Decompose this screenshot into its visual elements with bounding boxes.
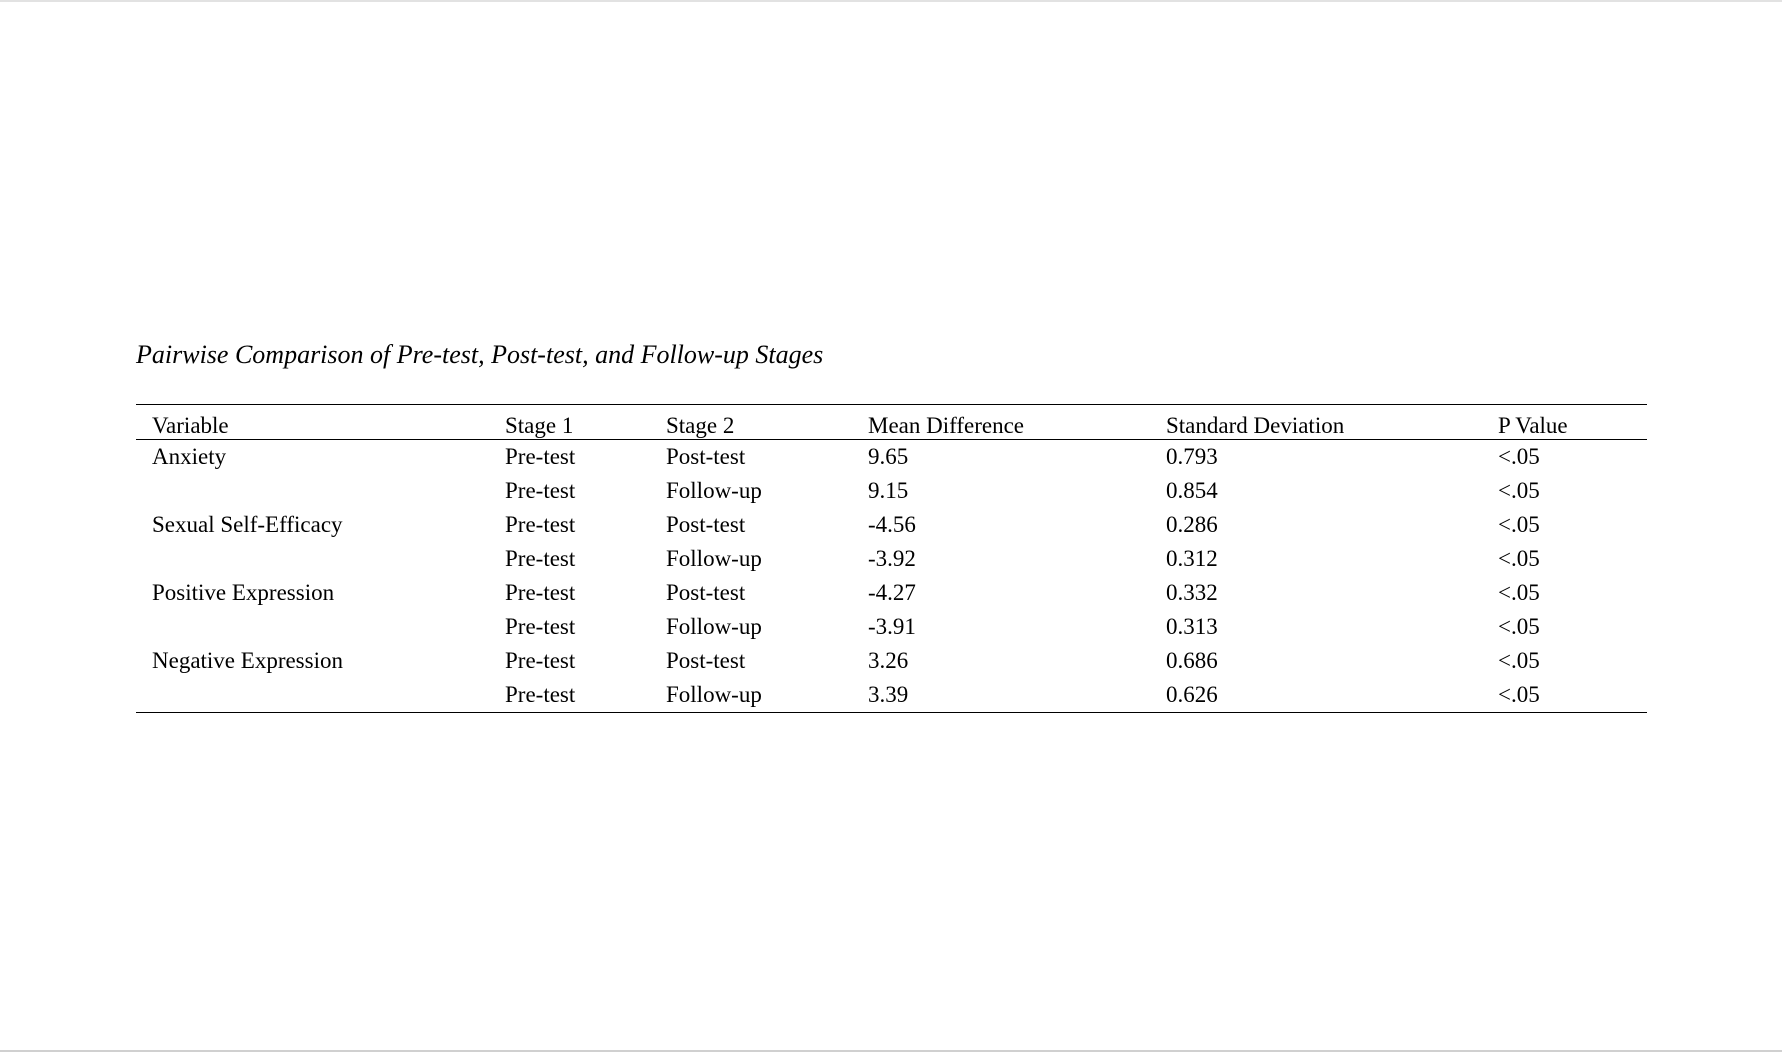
cell-mean-difference: 9.15	[868, 478, 909, 503]
cell-stage-2: Follow-up	[666, 546, 762, 571]
cell-p-value: <.05	[1498, 614, 1540, 639]
cell-stage-1: Pre-test	[505, 648, 576, 673]
cell-p-value: <.05	[1498, 444, 1540, 469]
table-row: Negative Expression Pre-test Post-test 3.26…	[136, 644, 1647, 678]
cell-p-value: <.05	[1498, 580, 1540, 605]
cell-stage-2: Follow-up	[666, 614, 762, 639]
cell-p-value: <.05	[1498, 546, 1540, 571]
cell-standard-deviation: 0.686	[1166, 648, 1218, 673]
cell-p-value: <.05	[1498, 648, 1540, 673]
cell-variable: Sexual Self-Efficacy	[152, 512, 343, 537]
cell-standard-deviation: 0.626	[1166, 682, 1218, 707]
cell-standard-deviation: 0.793	[1166, 444, 1218, 469]
header-row: Variable Stage 1 Stage 2 Mean Difference…	[136, 404, 1647, 440]
cell-stage-1: Pre-test	[505, 580, 576, 605]
table-row: Pre-test Follow-up 3.39 0.626 <.05	[136, 678, 1647, 713]
cell-mean-difference: 9.65	[868, 444, 909, 469]
cell-variable: Negative Expression	[152, 648, 343, 673]
cell-stage-2: Post-test	[666, 580, 746, 605]
cell-p-value: <.05	[1498, 478, 1540, 503]
table-row: Pre-test Follow-up -3.91 0.313 <.05	[136, 610, 1647, 644]
table-row: Positive Expression Pre-test Post-test -4.2…	[136, 576, 1647, 610]
cell-stage-2: Post-test	[666, 444, 746, 469]
cell-variable	[136, 610, 505, 644]
cell-standard-deviation: 0.854	[1166, 478, 1218, 503]
pairwise-comparison-table: Variable Stage 1 Stage 2 Mean Difference…	[136, 404, 1647, 713]
cell-stage-2: Post-test	[666, 512, 746, 537]
cell-stage-1: Pre-test	[505, 478, 576, 503]
cell-variable: Positive Expression	[152, 580, 335, 605]
cell-standard-deviation: 0.312	[1166, 546, 1218, 571]
cell-mean-difference: 3.26	[868, 648, 909, 673]
table-row: Anxiety Pre-test Post-test 9.65 0.793 <.05	[136, 440, 1647, 475]
header-stage-2: Stage 2	[666, 413, 735, 438]
cell-p-value: <.05	[1498, 682, 1540, 707]
cell-p-value: <.05	[1498, 512, 1540, 537]
cell-mean-difference: -3.92	[868, 546, 916, 571]
cell-variable	[136, 542, 505, 576]
cell-variable	[136, 678, 505, 713]
cell-mean-difference: -4.56	[868, 512, 916, 537]
header-variable: Variable	[152, 413, 229, 438]
cell-stage-2: Follow-up	[666, 478, 762, 503]
header-p-value: P Value	[1498, 413, 1568, 438]
cell-stage-1: Pre-test	[505, 614, 576, 639]
cell-stage-1: Pre-test	[505, 444, 576, 469]
cell-stage-1: Pre-test	[505, 512, 576, 537]
table-row: Pre-test Follow-up 9.15 0.854 <.05	[136, 474, 1647, 508]
cell-standard-deviation: 0.332	[1166, 580, 1218, 605]
table-row: Sexual Self-Efficacy Pre-test Post-test -4.…	[136, 508, 1647, 542]
table-row: Pre-test Follow-up -3.92 0.312 <.05	[136, 542, 1647, 576]
cell-variable	[136, 474, 505, 508]
cell-stage-2: Post-test	[666, 648, 746, 673]
table-title: Pairwise Comparison of Pre-test, Post-te…	[136, 340, 824, 369]
cell-mean-difference: -3.91	[868, 614, 916, 639]
cell-standard-deviation: 0.286	[1166, 512, 1218, 537]
cell-mean-difference: -4.27	[868, 580, 916, 605]
cell-stage-1: Pre-test	[505, 546, 576, 571]
cell-standard-deviation: 0.313	[1166, 614, 1218, 639]
cell-stage-2: Follow-up	[666, 682, 762, 707]
cell-stage-1: Pre-test	[505, 682, 576, 707]
cell-mean-difference: 3.39	[868, 682, 909, 707]
cell-variable: Anxiety	[152, 444, 227, 469]
header-mean-difference: Mean Difference	[868, 413, 1025, 438]
header-standard-deviation: Standard Deviation	[1166, 413, 1345, 438]
header-stage-1: Stage 1	[505, 413, 574, 438]
